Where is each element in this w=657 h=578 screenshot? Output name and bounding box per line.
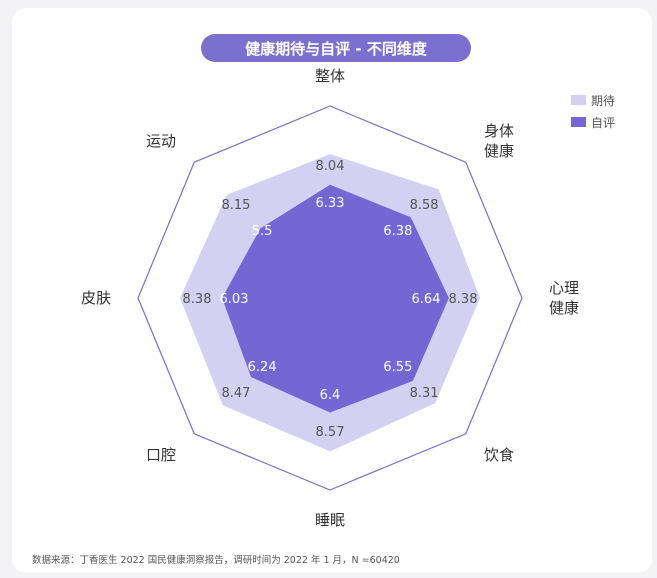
legend-item-expected: 期待 (571, 89, 615, 111)
data-label-expected: 8.57 (316, 425, 345, 440)
chart-title: 健康期待与自评 - 不同维度 (201, 34, 471, 62)
axis-label: 运动 (146, 132, 176, 150)
axis-label: 皮肤 (81, 289, 111, 307)
axis-label: 身体健康 (484, 122, 514, 160)
data-label-expected: 8.38 (449, 292, 478, 307)
legend-item-self: 自评 (571, 111, 615, 133)
data-label-expected: 8.04 (316, 159, 345, 174)
legend-label-expected: 期待 (591, 93, 616, 108)
data-label-self: 6.03 (220, 292, 249, 307)
data-label-self: 6.24 (248, 360, 277, 375)
axis-label: 心理健康 (549, 279, 579, 317)
data-label-expected: 8.15 (221, 198, 250, 213)
legend-swatch-expected (571, 95, 586, 105)
radar-outer-frame (137, 105, 523, 491)
legend: 期待 自评 (571, 89, 615, 133)
axis-label: 口腔 (146, 446, 176, 464)
data-label-expected: 8.58 (410, 198, 439, 213)
data-label-expected: 8.47 (221, 386, 250, 401)
data-label-self: 6.38 (383, 224, 412, 239)
data-label-self: 5.5 (252, 224, 273, 239)
series-self-area (222, 184, 449, 413)
axis-label: 整体 (315, 67, 345, 85)
data-label-self: 6.64 (412, 292, 441, 307)
axis-label: 饮食 (484, 446, 514, 464)
axis-label: 睡眠 (315, 511, 345, 529)
data-source-note: 数据来源：丁香医生 2022 国民健康洞察报告，调研时间为 2022 年 1 月… (32, 555, 400, 566)
data-label-self: 6.55 (383, 360, 412, 375)
data-label-self: 6.33 (316, 196, 345, 211)
data-label-self: 6.4 (320, 388, 341, 403)
legend-label-self: 自评 (591, 115, 616, 130)
legend-swatch-self (571, 117, 586, 127)
data-label-expected: 8.38 (183, 292, 212, 307)
data-label-expected: 8.31 (410, 386, 439, 401)
